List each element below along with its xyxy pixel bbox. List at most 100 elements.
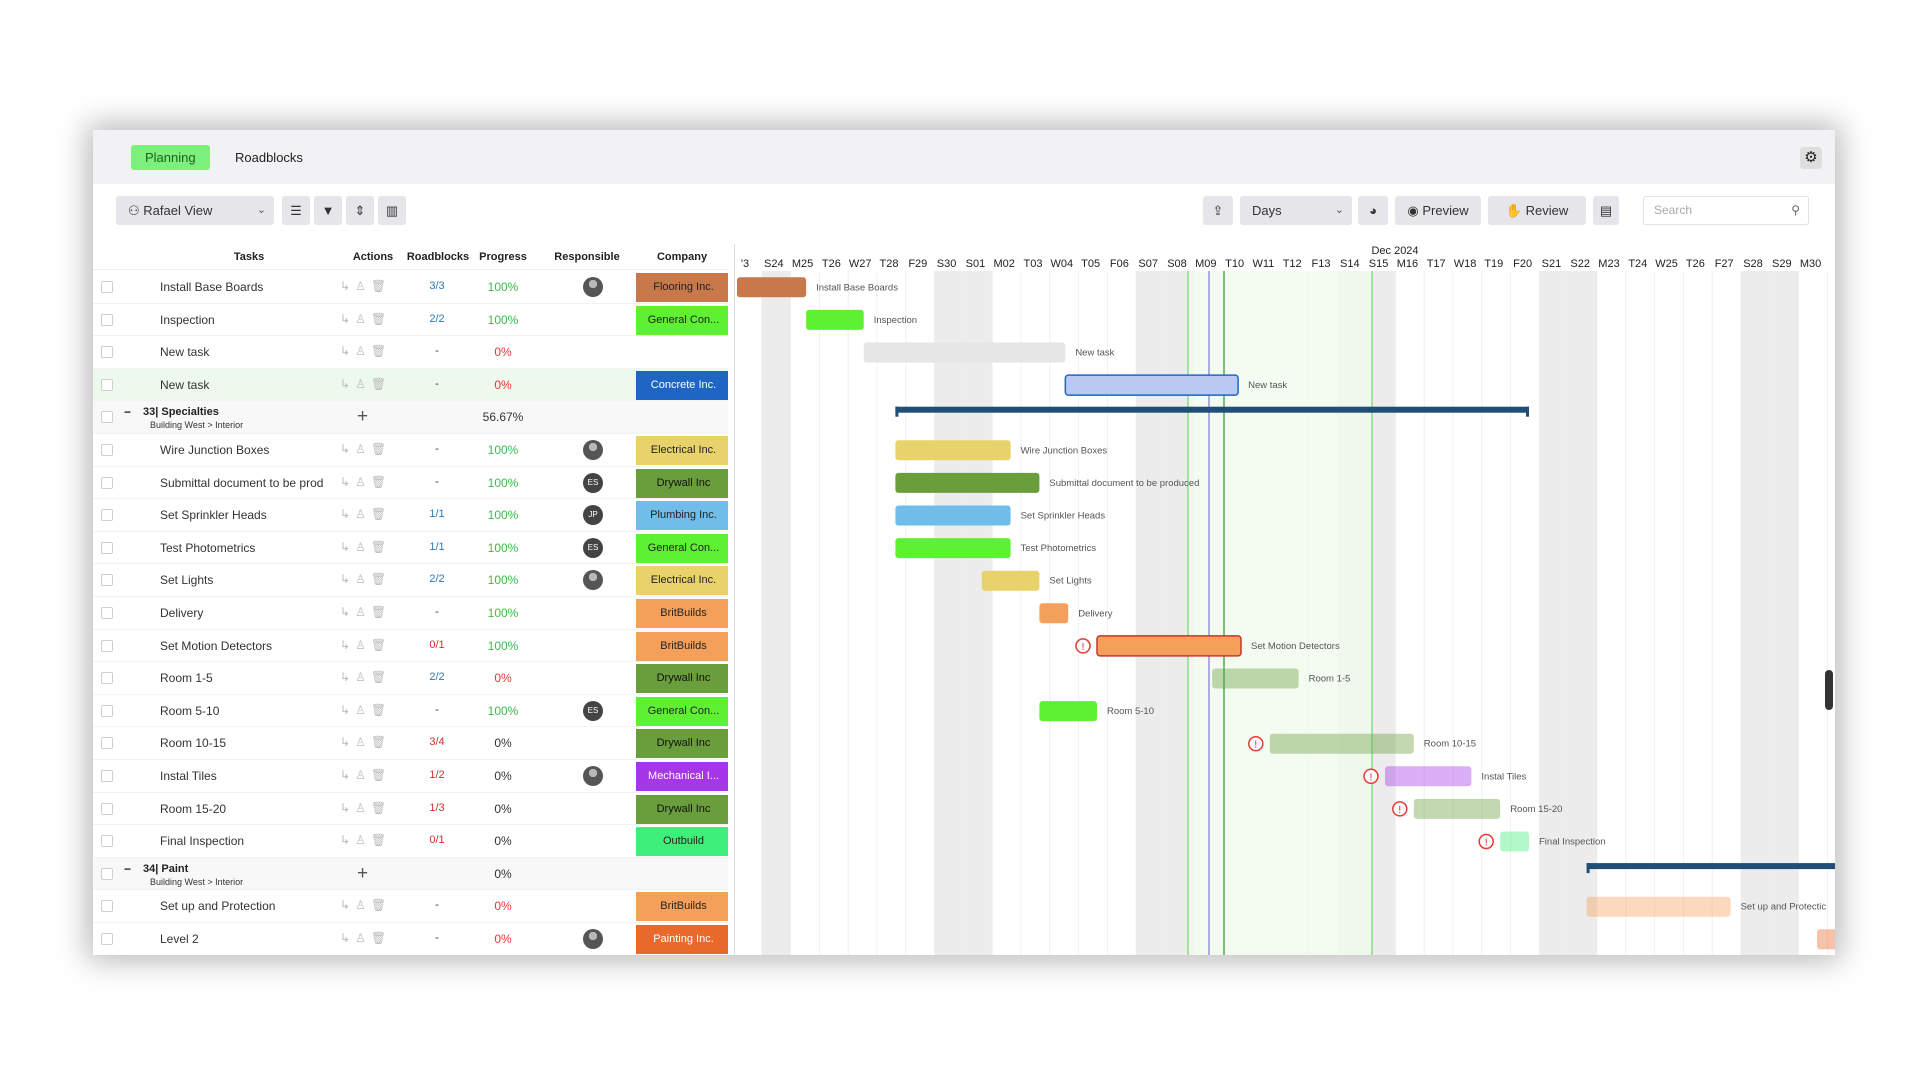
- task-name[interactable]: Instal Tiles: [160, 769, 217, 783]
- progress-value[interactable]: 0%: [494, 377, 512, 392]
- roadblocks-value[interactable]: -: [435, 606, 439, 618]
- task-name[interactable]: Room 10-15: [160, 736, 227, 751]
- avatar[interactable]: [583, 440, 603, 460]
- collapse-icon[interactable]: −: [124, 405, 132, 420]
- indent-icon[interactable]: ↳: [340, 376, 356, 391]
- progress-value[interactable]: 100%: [487, 280, 519, 294]
- col-actions[interactable]: Actions: [352, 251, 394, 263]
- task-bar[interactable]: [1413, 798, 1501, 819]
- company-badge[interactable]: Drywall Inc: [636, 664, 728, 694]
- row-checkbox[interactable]: [101, 900, 113, 913]
- task-bar[interactable]: [1586, 896, 1731, 917]
- trash-icon[interactable]: 🗑: [370, 931, 392, 945]
- progress-value[interactable]: 100%: [487, 540, 519, 555]
- company-badge[interactable]: Mechanical I...: [636, 762, 728, 791]
- trash-icon[interactable]: 🗑: [370, 539, 392, 554]
- row-checkbox[interactable]: [101, 476, 113, 489]
- indent-icon[interactable]: ↳: [340, 539, 356, 554]
- person-icon[interactable]: ♙: [355, 344, 371, 359]
- task-bar[interactable]: [895, 440, 1011, 461]
- company-badge[interactable]: BritBuilds: [636, 631, 728, 661]
- task-bar[interactable]: [1269, 733, 1414, 754]
- task-name[interactable]: New task: [160, 377, 210, 392]
- table-row[interactable]: New task ↳♙🗑 - 0%: [93, 336, 728, 369]
- trash-icon[interactable]: 🗑: [370, 898, 392, 913]
- indent-icon[interactable]: ↳: [340, 507, 356, 522]
- row-checkbox[interactable]: [101, 672, 113, 685]
- avatar[interactable]: ES: [583, 472, 603, 493]
- roadblocks-value[interactable]: -: [435, 345, 439, 358]
- table-row[interactable]: Instal Tiles ↳♙🗑 1/2 0% Mechanical I...: [93, 760, 728, 793]
- progress-value[interactable]: 0%: [494, 671, 512, 686]
- avatar[interactable]: [583, 929, 603, 949]
- group-summary-bar[interactable]: [895, 406, 1529, 413]
- roadblocks-value[interactable]: -: [435, 443, 439, 455]
- trash-icon[interactable]: 🗑: [370, 637, 392, 652]
- vertical-scrollbar[interactable]: [1825, 670, 1833, 710]
- roadblocks-value[interactable]: 0/1: [429, 834, 445, 847]
- person-icon[interactable]: ♙: [355, 800, 371, 815]
- row-checkbox[interactable]: [101, 281, 113, 293]
- task-bar[interactable]: [981, 570, 1040, 591]
- company-badge[interactable]: Flooring Inc.: [636, 273, 728, 302]
- row-checkbox[interactable]: [101, 346, 113, 359]
- trash-icon[interactable]: 🗑: [370, 572, 392, 587]
- col-company[interactable]: Company: [656, 251, 708, 263]
- table-row[interactable]: Level 2 ↳♙🗑 - 0% Painting Inc.: [93, 923, 728, 955]
- person-icon[interactable]: ♙: [355, 539, 371, 554]
- review-button[interactable]: ✋ Review: [1488, 196, 1586, 225]
- roadblocks-value[interactable]: 1/3: [429, 801, 445, 814]
- roadblocks-value[interactable]: -: [435, 703, 439, 716]
- task-bar[interactable]: [737, 277, 807, 298]
- person-icon[interactable]: ♙: [355, 768, 371, 782]
- roadblocks-value[interactable]: 2/2: [429, 312, 445, 325]
- roadblock-warning-icon[interactable]: [1363, 768, 1379, 785]
- task-name[interactable]: Room 1-5: [160, 671, 213, 686]
- task-name[interactable]: Test Photometrics: [160, 540, 256, 555]
- progress-value[interactable]: 0%: [494, 801, 512, 816]
- company-badge[interactable]: Drywall Inc: [636, 729, 728, 759]
- progress-value[interactable]: 100%: [487, 475, 519, 490]
- avatar[interactable]: [583, 277, 603, 297]
- row-checkbox[interactable]: [101, 867, 113, 880]
- row-checkbox[interactable]: [101, 313, 113, 326]
- col-tasks[interactable]: Tasks: [233, 251, 265, 263]
- progress-value[interactable]: 0%: [494, 736, 512, 751]
- trash-icon[interactable]: 🗑: [370, 735, 392, 750]
- indent-icon[interactable]: ↳: [340, 833, 356, 848]
- roadblocks-value[interactable]: 2/2: [429, 671, 445, 684]
- progress-value[interactable]: 0%: [494, 932, 512, 946]
- row-checkbox[interactable]: [101, 737, 113, 750]
- indent-icon[interactable]: ↳: [340, 344, 356, 359]
- row-checkbox[interactable]: [101, 574, 113, 587]
- collapse-icon[interactable]: −: [124, 861, 132, 876]
- trash-icon[interactable]: 🗑: [370, 800, 392, 815]
- task-name[interactable]: Set Sprinkler Heads: [160, 508, 267, 523]
- roadblocks-value[interactable]: -: [435, 932, 439, 944]
- roadblock-warning-icon[interactable]: [1478, 833, 1494, 850]
- table-row[interactable]: Set up and Protection ↳♙🗑 - 0% BritBuilds: [93, 890, 728, 923]
- search-input[interactable]: Search ⚲: [1643, 196, 1809, 225]
- row-checkbox[interactable]: [101, 933, 113, 945]
- add-task-icon[interactable]: +: [357, 862, 369, 884]
- progress-value[interactable]: 100%: [487, 443, 519, 457]
- person-icon[interactable]: ♙: [355, 376, 371, 391]
- task-name[interactable]: Install Base Boards: [160, 280, 264, 294]
- person-icon[interactable]: ♙: [355, 474, 371, 489]
- col-responsible[interactable]: Responsible: [554, 251, 620, 263]
- row-checkbox[interactable]: [101, 444, 113, 456]
- table-row[interactable]: Set Motion Detectors ↳♙🗑 0/1 100% BritBuilds: [93, 630, 728, 663]
- task-name[interactable]: Delivery: [160, 606, 204, 620]
- company-badge[interactable]: Electrical Inc.: [636, 566, 728, 596]
- tab-planning[interactable]: Planning: [131, 145, 210, 170]
- person-icon[interactable]: ♙: [355, 442, 371, 456]
- row-checkbox[interactable]: [101, 639, 113, 652]
- company-badge[interactable]: BritBuilds: [636, 892, 728, 922]
- avatar[interactable]: ES: [583, 700, 603, 721]
- roadblocks-value[interactable]: 3/3: [429, 280, 445, 292]
- company-badge[interactable]: Electrical Inc.: [636, 436, 728, 465]
- document-icon[interactable]: ▤: [1593, 196, 1619, 225]
- trash-icon[interactable]: 🗑: [370, 833, 392, 848]
- indent-icon[interactable]: ↳: [340, 442, 356, 456]
- person-icon[interactable]: ♙: [355, 507, 371, 522]
